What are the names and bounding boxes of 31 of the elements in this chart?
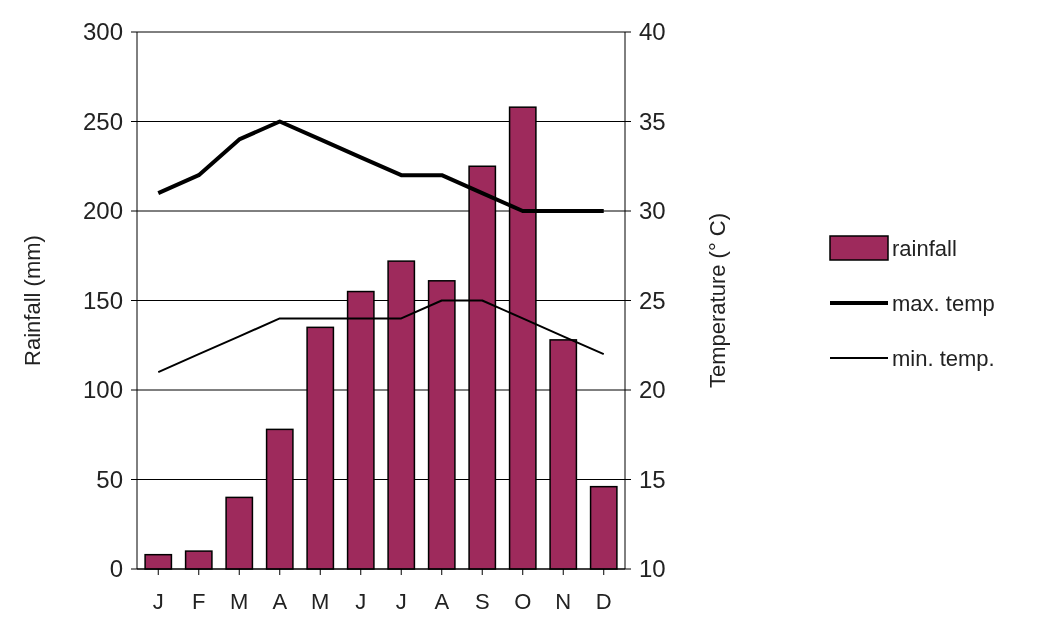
y2-axis-title: Temperature (° C) <box>705 212 730 389</box>
y2-tick-label: 20 <box>639 376 666 404</box>
x-tick-label: J <box>395 589 407 614</box>
x-tick-label: A <box>434 589 450 614</box>
legend-label: rainfall <box>892 235 957 261</box>
x-tick-label: D <box>595 589 612 614</box>
y-tick-label: 250 <box>82 107 123 135</box>
y-tick-label: 300 <box>82 18 123 46</box>
x-tick-label: A <box>272 589 288 614</box>
y-axis-title: Rainfall (mm) <box>20 235 45 366</box>
x-tick-label: M <box>311 589 330 614</box>
y-tick-label: 0 <box>109 555 123 583</box>
y-tick-label: 100 <box>82 376 123 404</box>
x-tick-label: N <box>555 589 572 614</box>
y-tick-label: 200 <box>82 197 123 225</box>
y-tick-label: 50 <box>96 465 123 493</box>
x-tick-label: F <box>192 589 206 614</box>
y2-tick-label: 25 <box>639 286 666 314</box>
x-tick-label: M <box>230 589 249 614</box>
x-tick-label: J <box>355 589 367 614</box>
y2-tick-label: 35 <box>639 107 666 135</box>
y2-tick-label: 15 <box>639 465 666 493</box>
legend-label: min. temp. <box>892 345 995 371</box>
y2-tick-label: 40 <box>639 18 666 46</box>
y2-tick-label: 10 <box>639 555 666 583</box>
y-tick-label: 150 <box>82 286 123 314</box>
x-tick-label: J <box>152 589 164 614</box>
x-tick-label: O <box>514 589 532 614</box>
x-tick-label: S <box>474 589 490 614</box>
legend-label: max. temp <box>892 290 995 316</box>
y2-tick-label: 30 <box>639 197 666 225</box>
